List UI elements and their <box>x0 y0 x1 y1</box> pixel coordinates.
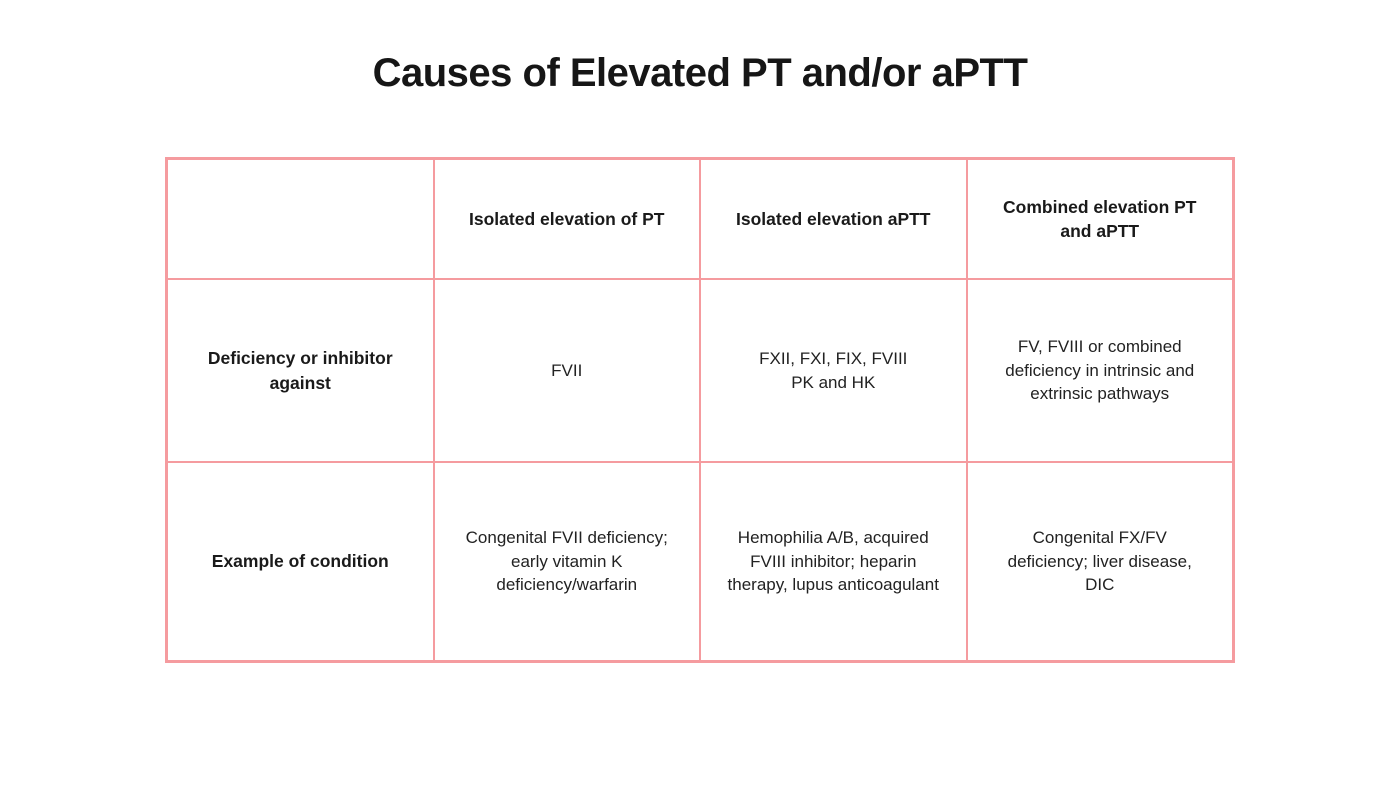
page-title: Causes of Elevated PT and/or aPTT <box>372 50 1028 95</box>
table-header-empty <box>168 160 433 278</box>
table-header-isolated-aptt: Isolated elevation aPTT <box>701 160 966 278</box>
row-label-example: Example of condition <box>168 463 433 660</box>
table-header-combined-pt-aptt: Combined elevation PT and aPTT <box>967 160 1232 278</box>
row-label-deficiency: Deficiency or inhibitor against <box>168 280 433 461</box>
cell-example-isolated-pt: Congenital FVII deficiency; early vitami… <box>434 463 699 660</box>
table-header-isolated-pt: Isolated elevation of PT <box>434 160 699 278</box>
cell-example-isolated-aptt: Hemophilia A/B, acquired FVIII inhibitor… <box>701 463 966 660</box>
coagulation-table: Isolated elevation of PT Isolated elevat… <box>165 157 1235 663</box>
cell-deficiency-isolated-pt: FVII <box>434 280 699 461</box>
cell-example-combined: Congenital FX/FV deficiency; liver disea… <box>967 463 1232 660</box>
cell-deficiency-isolated-aptt: FXII, FXI, FIX, FVIII PK and HK <box>701 280 966 461</box>
cell-deficiency-combined: FV, FVIII or combined deficiency in intr… <box>967 280 1232 461</box>
